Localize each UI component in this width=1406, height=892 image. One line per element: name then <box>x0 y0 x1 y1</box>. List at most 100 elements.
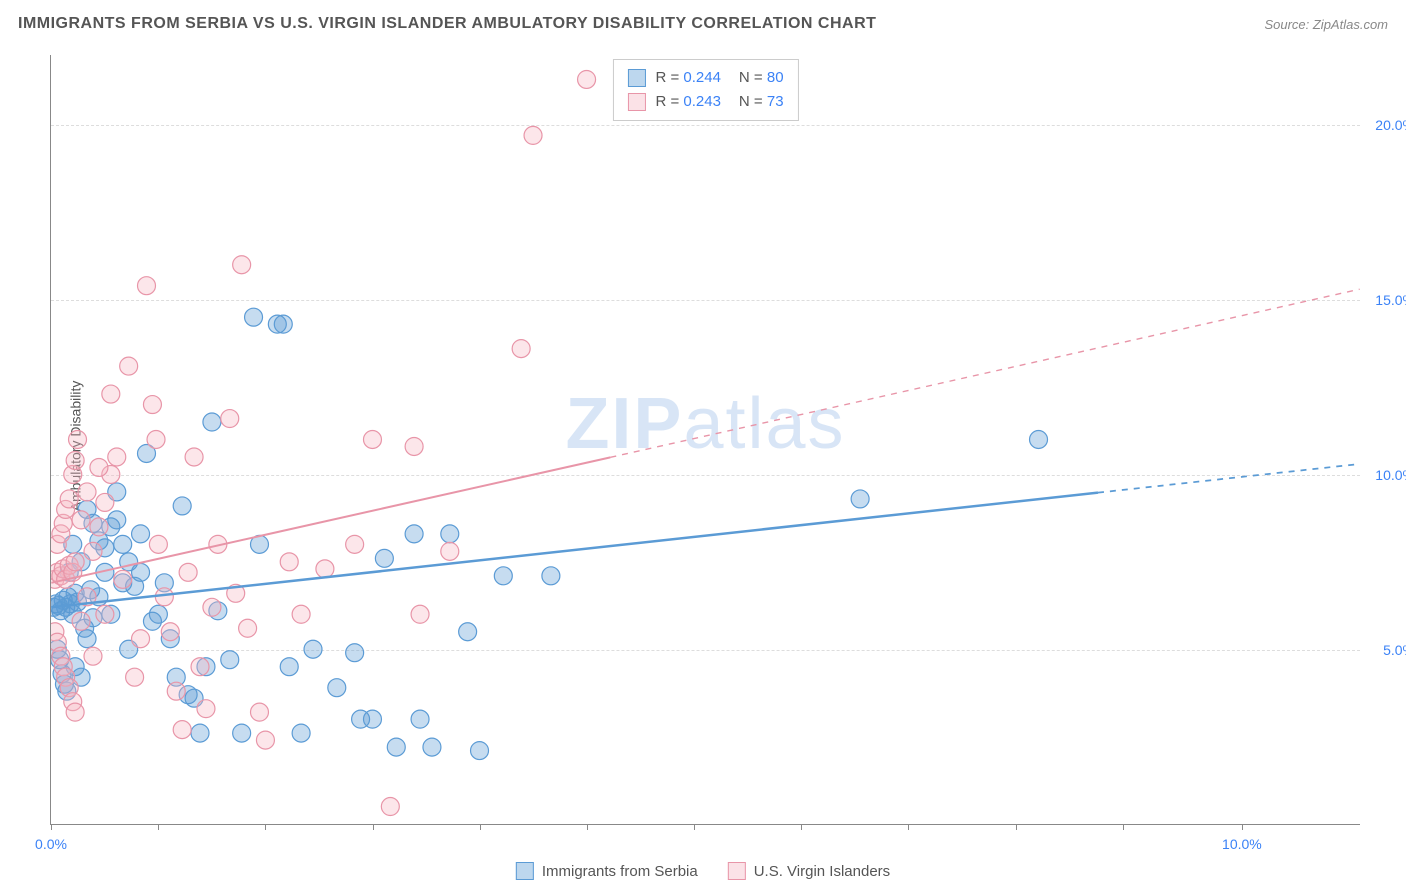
data-point-serbia <box>53 665 71 683</box>
data-point-usvi <box>147 431 165 449</box>
data-point-serbia <box>120 553 138 571</box>
data-point-usvi <box>64 563 82 581</box>
data-point-serbia <box>179 686 197 704</box>
gridline <box>51 125 1360 126</box>
data-point-serbia <box>138 444 156 462</box>
x-tick-mark <box>587 824 588 830</box>
data-point-serbia <box>114 574 132 592</box>
data-point-usvi <box>203 598 221 616</box>
legend-item-usvi: U.S. Virgin Islanders <box>728 862 890 880</box>
data-point-usvi <box>363 431 381 449</box>
x-minor-tick <box>1123 824 1124 830</box>
data-point-serbia <box>441 525 459 543</box>
data-point-usvi <box>524 126 542 144</box>
data-point-serbia <box>51 598 63 616</box>
chart-title: IMMIGRANTS FROM SERBIA VS U.S. VIRGIN IS… <box>18 15 876 33</box>
data-point-serbia <box>167 668 185 686</box>
x-tick-mark <box>1242 824 1243 830</box>
data-point-usvi <box>52 567 70 585</box>
data-point-usvi <box>84 542 102 560</box>
data-point-serbia <box>108 483 126 501</box>
data-point-usvi <box>69 431 87 449</box>
scatter-plot <box>51 55 1360 824</box>
data-point-serbia <box>459 623 477 641</box>
data-point-serbia <box>471 742 489 760</box>
data-point-usvi <box>346 535 364 553</box>
data-point-usvi <box>78 588 96 606</box>
data-point-serbia <box>209 602 227 620</box>
data-point-usvi <box>57 500 75 518</box>
data-point-usvi <box>90 458 108 476</box>
data-point-serbia <box>542 567 560 585</box>
data-point-serbia <box>132 525 150 543</box>
y-tick-label: 5.0% <box>1383 642 1406 658</box>
data-point-usvi <box>179 563 197 581</box>
data-point-serbia <box>292 724 310 742</box>
y-tick-label: 15.0% <box>1375 292 1406 308</box>
data-point-serbia <box>161 630 179 648</box>
legend-item-serbia: Immigrants from Serbia <box>516 862 698 880</box>
data-point-serbia <box>84 514 102 532</box>
data-point-usvi <box>90 518 108 536</box>
data-point-usvi <box>102 385 120 403</box>
data-point-usvi <box>57 668 75 686</box>
data-point-serbia <box>69 593 87 611</box>
x-minor-tick <box>694 824 695 830</box>
data-point-serbia <box>132 563 150 581</box>
x-minor-tick <box>373 824 374 830</box>
series-legend: Immigrants from Serbia U.S. Virgin Islan… <box>516 862 890 880</box>
x-minor-tick <box>265 824 266 830</box>
data-point-serbia <box>197 658 215 676</box>
data-point-usvi <box>126 668 144 686</box>
data-point-usvi <box>51 633 66 651</box>
data-point-usvi <box>405 438 423 456</box>
swatch-usvi-icon <box>728 862 746 880</box>
data-point-serbia <box>64 535 82 553</box>
data-point-serbia <box>114 535 132 553</box>
data-point-serbia <box>411 710 429 728</box>
data-point-serbia <box>72 668 90 686</box>
data-point-serbia <box>274 315 292 333</box>
data-point-serbia <box>191 724 209 742</box>
data-point-serbia <box>233 724 251 742</box>
data-point-usvi <box>108 448 126 466</box>
data-point-usvi <box>161 623 179 641</box>
gridline <box>51 300 1360 301</box>
data-point-serbia <box>126 577 144 595</box>
data-point-serbia <box>82 581 100 599</box>
data-point-usvi <box>167 682 185 700</box>
data-point-serbia <box>78 630 96 648</box>
data-point-serbia <box>84 609 102 627</box>
data-point-serbia <box>346 644 364 662</box>
data-point-serbia <box>494 567 512 585</box>
data-point-serbia <box>155 574 173 592</box>
data-point-usvi <box>292 605 310 623</box>
data-point-serbia <box>72 553 90 571</box>
data-point-usvi <box>149 535 167 553</box>
data-point-serbia <box>54 591 72 609</box>
data-point-usvi <box>578 70 596 88</box>
trend-line-serbia <box>51 493 1098 608</box>
data-point-usvi <box>191 658 209 676</box>
gridline <box>51 475 1360 476</box>
data-point-usvi <box>221 410 239 428</box>
data-point-usvi <box>441 542 459 560</box>
x-minor-tick <box>480 824 481 830</box>
data-point-usvi <box>512 340 530 358</box>
data-point-usvi <box>256 731 274 749</box>
data-point-serbia <box>96 563 114 581</box>
data-point-serbia <box>90 532 108 550</box>
data-point-serbia <box>173 497 191 515</box>
trend-line-usvi <box>51 457 610 582</box>
swatch-usvi <box>627 93 645 111</box>
data-point-serbia <box>102 518 120 536</box>
data-point-serbia <box>61 595 79 613</box>
data-point-usvi <box>173 721 191 739</box>
x-minor-tick <box>908 824 909 830</box>
data-point-serbia <box>64 605 82 623</box>
data-point-usvi <box>138 277 156 295</box>
data-point-serbia <box>245 308 263 326</box>
watermark: ZIPatlas <box>565 383 845 465</box>
data-point-serbia <box>328 679 346 697</box>
data-point-serbia <box>78 500 96 518</box>
